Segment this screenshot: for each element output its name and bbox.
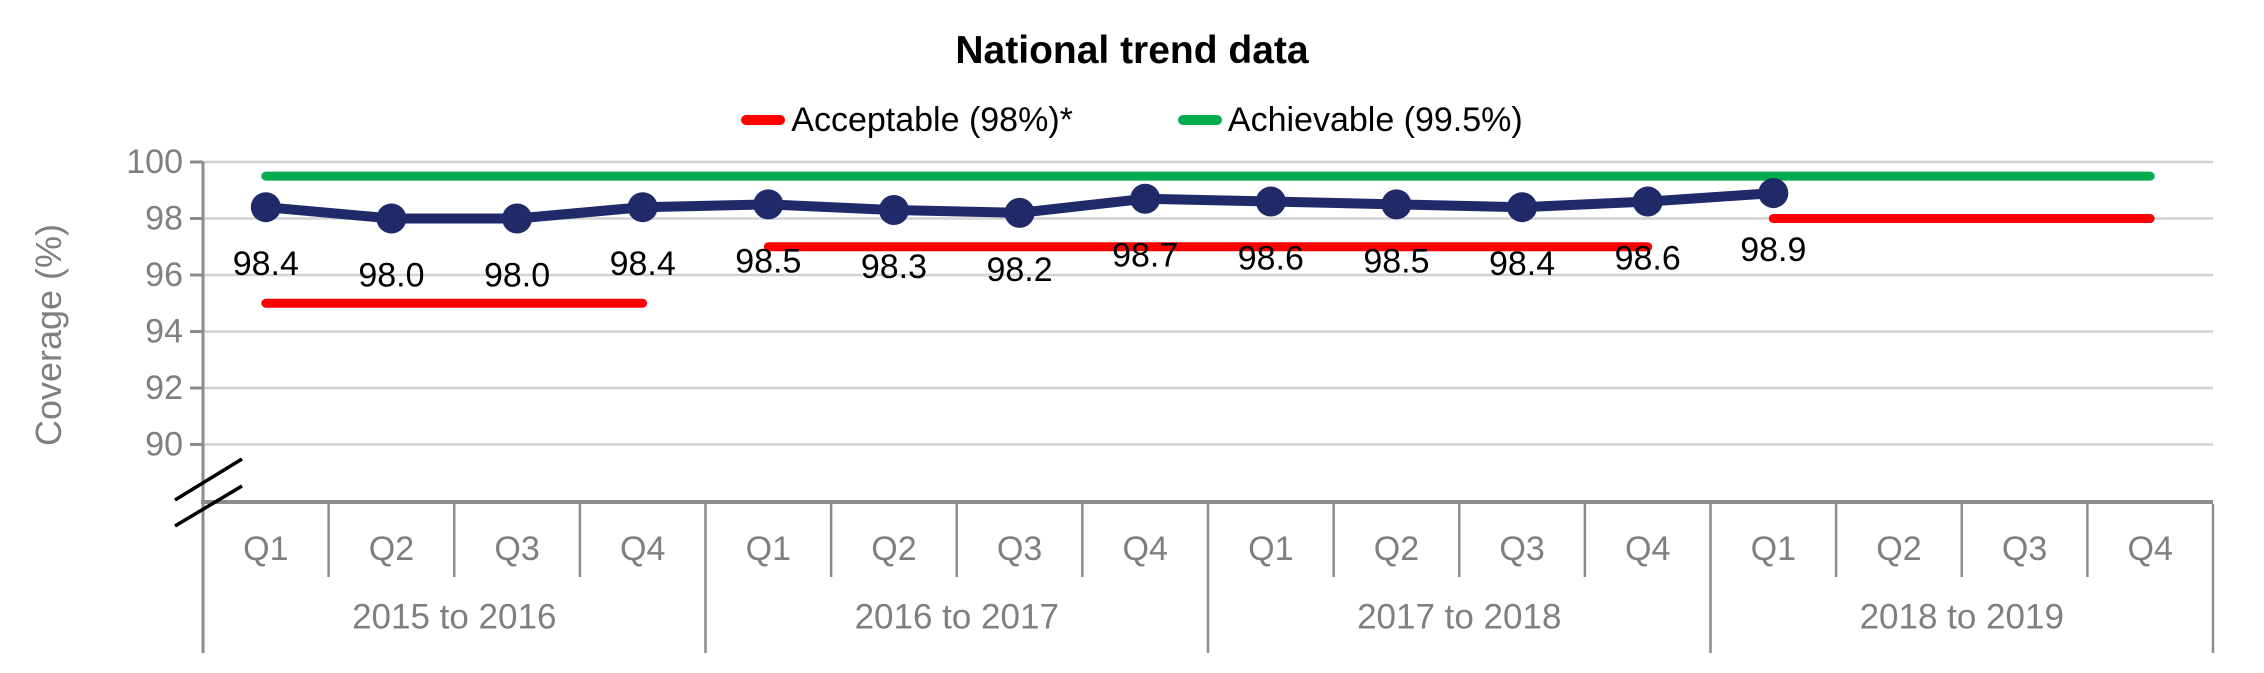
data-point (502, 203, 533, 234)
quarter-label: Q2 (1876, 530, 1921, 568)
data-label: 98.6 (1238, 240, 1304, 278)
data-label: 98.7 (1112, 237, 1178, 275)
data-label: 98.3 (861, 248, 927, 286)
data-label: 98.0 (358, 257, 424, 295)
data-label: 98.9 (1740, 231, 1806, 269)
year-group-label: 2017 to 2018 (1357, 598, 1561, 637)
data-point (1381, 189, 1412, 220)
data-point (1758, 178, 1789, 209)
year-group-label: 2016 to 2017 (855, 598, 1059, 637)
quarter-label: Q1 (1248, 530, 1293, 568)
quarter-label: Q1 (243, 530, 288, 568)
data-point (1632, 186, 1663, 217)
axis-break-mark (174, 484, 243, 528)
quarter-label: Q3 (1499, 530, 1544, 568)
data-point (1130, 183, 1161, 214)
quarter-label: Q3 (2002, 530, 2047, 568)
chart-title: National trend data (955, 29, 1309, 72)
quarter-label: Q2 (871, 530, 916, 568)
quarter-label: Q4 (2128, 530, 2173, 568)
year-group-label: 2015 to 2016 (352, 598, 556, 637)
legend-item-acceptable: Acceptable (98%)* (741, 103, 1073, 137)
quarter-label: Q3 (494, 530, 539, 568)
data-label: 98.2 (986, 251, 1052, 289)
legend-item-achievable: Achievable (99.5%) (1177, 101, 1523, 139)
data-label: 98.5 (1363, 242, 1429, 280)
data-point (1004, 197, 1035, 228)
y-tick-label: 90 (145, 426, 183, 464)
data-point (878, 195, 909, 226)
data-point (1255, 186, 1286, 217)
quarter-label: Q1 (746, 530, 791, 568)
acceptable-line-swatch (741, 115, 786, 125)
quarter-label: Q4 (1625, 530, 1670, 568)
y-tick-label: 94 (145, 313, 183, 351)
data-point (627, 192, 658, 223)
quarter-label: Q4 (620, 530, 665, 568)
data-label: 98.4 (1489, 245, 1555, 283)
quarter-label: Q2 (369, 530, 414, 568)
data-point (250, 192, 281, 223)
data-point (753, 189, 784, 220)
data-label: 98.4 (233, 245, 299, 283)
data-point (376, 203, 407, 234)
year-group-label: 2018 to 2019 (1860, 598, 2064, 637)
quarter-label: Q3 (997, 530, 1042, 568)
data-label: 98.6 (1615, 240, 1681, 278)
legend-label-achievable: Achievable (99.5%) (1227, 101, 1523, 139)
y-tick-label: 96 (145, 256, 183, 294)
y-tick-label: 92 (145, 369, 183, 407)
data-label: 98.0 (484, 257, 550, 295)
quarter-label: Q2 (1374, 530, 1419, 568)
legend: Acceptable (98%)* Achievable (99.5%) (0, 103, 2264, 137)
quarter-label: Q4 (1123, 530, 1168, 568)
legend-label-acceptable: Acceptable (98%)* (791, 101, 1073, 139)
quarter-label: Q1 (1751, 530, 1796, 568)
data-label: 98.5 (735, 242, 801, 280)
data-point (1507, 192, 1538, 223)
axis-break-mark (174, 457, 243, 502)
y-tick-label: 100 (126, 143, 183, 181)
achievable-line-swatch (1177, 115, 1222, 125)
y-tick-label: 98 (145, 200, 183, 238)
data-label: 98.4 (610, 245, 676, 283)
